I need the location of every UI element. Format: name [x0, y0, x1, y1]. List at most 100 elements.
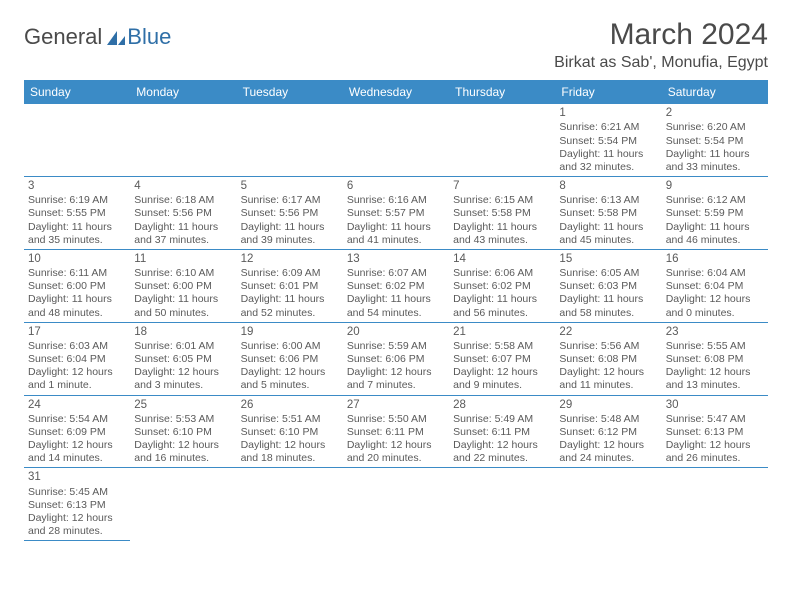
page: General Blue March 2024 Birkat as Sab', … — [0, 0, 792, 541]
logo-text-2: Blue — [127, 24, 171, 50]
day-number: 7 — [453, 179, 551, 193]
day-number: 14 — [453, 252, 551, 266]
day-number: 6 — [347, 179, 445, 193]
page-title: March 2024 — [554, 18, 768, 52]
day-number: 4 — [134, 179, 232, 193]
day-number: 12 — [241, 252, 339, 266]
sunrise-line: Sunrise: 6:18 AM — [134, 194, 232, 207]
sunrise-line: Sunrise: 6:11 AM — [28, 267, 126, 280]
day-number: 5 — [241, 179, 339, 193]
calendar-day: 2Sunrise: 6:20 AMSunset: 5:54 PMDaylight… — [662, 104, 768, 177]
calendar-empty — [237, 104, 343, 177]
sunset-line: Sunset: 6:12 PM — [559, 426, 657, 439]
calendar-day: 20Sunrise: 5:59 AMSunset: 6:06 PMDayligh… — [343, 323, 449, 396]
daylight-line: Daylight: 11 hours and 41 minutes. — [347, 221, 445, 247]
sunrise-line: Sunrise: 6:19 AM — [28, 194, 126, 207]
calendar-day: 19Sunrise: 6:00 AMSunset: 6:06 PMDayligh… — [237, 323, 343, 396]
sunset-line: Sunset: 5:56 PM — [134, 207, 232, 220]
sunset-line: Sunset: 6:11 PM — [453, 426, 551, 439]
logo-text-1: General — [24, 24, 102, 50]
sunrise-line: Sunrise: 5:45 AM — [28, 486, 126, 499]
sunrise-line: Sunrise: 6:17 AM — [241, 194, 339, 207]
daylight-line: Daylight: 11 hours and 39 minutes. — [241, 221, 339, 247]
sunrise-line: Sunrise: 5:47 AM — [666, 413, 764, 426]
daylight-line: Daylight: 11 hours and 56 minutes. — [453, 293, 551, 319]
sunset-line: Sunset: 5:54 PM — [559, 135, 657, 148]
day-number: 11 — [134, 252, 232, 266]
day-number: 28 — [453, 398, 551, 412]
weekday-header: Sunday — [24, 80, 130, 104]
sunrise-line: Sunrise: 6:13 AM — [559, 194, 657, 207]
calendar-empty — [555, 468, 661, 541]
calendar-day: 24Sunrise: 5:54 AMSunset: 6:09 PMDayligh… — [24, 396, 130, 469]
sunset-line: Sunset: 6:00 PM — [28, 280, 126, 293]
calendar-day: 15Sunrise: 6:05 AMSunset: 6:03 PMDayligh… — [555, 250, 661, 323]
sunset-line: Sunset: 6:03 PM — [559, 280, 657, 293]
location-text: Birkat as Sab', Monufia, Egypt — [554, 54, 768, 72]
sunrise-line: Sunrise: 5:55 AM — [666, 340, 764, 353]
daylight-line: Daylight: 12 hours and 20 minutes. — [347, 439, 445, 465]
sunrise-line: Sunrise: 5:51 AM — [241, 413, 339, 426]
sunrise-line: Sunrise: 6:15 AM — [453, 194, 551, 207]
daylight-line: Daylight: 11 hours and 45 minutes. — [559, 221, 657, 247]
calendar-empty — [130, 104, 236, 177]
weekday-header: Friday — [555, 80, 661, 104]
sunrise-line: Sunrise: 6:09 AM — [241, 267, 339, 280]
sunset-line: Sunset: 6:13 PM — [28, 499, 126, 512]
calendar-day: 23Sunrise: 5:55 AMSunset: 6:08 PMDayligh… — [662, 323, 768, 396]
calendar-empty — [662, 468, 768, 541]
calendar-day: 9Sunrise: 6:12 AMSunset: 5:59 PMDaylight… — [662, 177, 768, 250]
sunset-line: Sunset: 6:02 PM — [453, 280, 551, 293]
calendar-day: 7Sunrise: 6:15 AMSunset: 5:58 PMDaylight… — [449, 177, 555, 250]
weekday-header: Tuesday — [237, 80, 343, 104]
sunset-line: Sunset: 6:08 PM — [559, 353, 657, 366]
sunrise-line: Sunrise: 6:05 AM — [559, 267, 657, 280]
weekday-header: Saturday — [662, 80, 768, 104]
sunset-line: Sunset: 5:56 PM — [241, 207, 339, 220]
day-number: 22 — [559, 325, 657, 339]
day-number: 8 — [559, 179, 657, 193]
day-number: 19 — [241, 325, 339, 339]
weekday-header: Monday — [130, 80, 236, 104]
sunset-line: Sunset: 6:10 PM — [241, 426, 339, 439]
sunrise-line: Sunrise: 6:10 AM — [134, 267, 232, 280]
day-number: 24 — [28, 398, 126, 412]
sunrise-line: Sunrise: 5:49 AM — [453, 413, 551, 426]
calendar-empty — [449, 468, 555, 541]
sail-icon — [105, 27, 127, 45]
daylight-line: Daylight: 11 hours and 35 minutes. — [28, 221, 126, 247]
daylight-line: Daylight: 12 hours and 26 minutes. — [666, 439, 764, 465]
sunrise-line: Sunrise: 6:20 AM — [666, 121, 764, 134]
day-number: 30 — [666, 398, 764, 412]
weekday-header: Wednesday — [343, 80, 449, 104]
day-number: 31 — [28, 470, 126, 484]
daylight-line: Daylight: 12 hours and 14 minutes. — [28, 439, 126, 465]
sunrise-line: Sunrise: 5:50 AM — [347, 413, 445, 426]
calendar-day: 30Sunrise: 5:47 AMSunset: 6:13 PMDayligh… — [662, 396, 768, 469]
day-number: 9 — [666, 179, 764, 193]
calendar-day: 29Sunrise: 5:48 AMSunset: 6:12 PMDayligh… — [555, 396, 661, 469]
sunrise-line: Sunrise: 6:06 AM — [453, 267, 551, 280]
day-number: 10 — [28, 252, 126, 266]
calendar-day: 22Sunrise: 5:56 AMSunset: 6:08 PMDayligh… — [555, 323, 661, 396]
sunrise-line: Sunrise: 6:07 AM — [347, 267, 445, 280]
daylight-line: Daylight: 11 hours and 48 minutes. — [28, 293, 126, 319]
daylight-line: Daylight: 12 hours and 18 minutes. — [241, 439, 339, 465]
sunrise-line: Sunrise: 5:58 AM — [453, 340, 551, 353]
day-number: 3 — [28, 179, 126, 193]
day-number: 23 — [666, 325, 764, 339]
daylight-line: Daylight: 11 hours and 46 minutes. — [666, 221, 764, 247]
weekday-header: Thursday — [449, 80, 555, 104]
day-number: 18 — [134, 325, 232, 339]
calendar-day: 6Sunrise: 6:16 AMSunset: 5:57 PMDaylight… — [343, 177, 449, 250]
sunrise-line: Sunrise: 6:16 AM — [347, 194, 445, 207]
header-row: General Blue March 2024 Birkat as Sab', … — [24, 18, 768, 78]
sunrise-line: Sunrise: 5:53 AM — [134, 413, 232, 426]
sunset-line: Sunset: 6:08 PM — [666, 353, 764, 366]
calendar-empty — [343, 468, 449, 541]
day-number: 27 — [347, 398, 445, 412]
sunset-line: Sunset: 6:05 PM — [134, 353, 232, 366]
sunset-line: Sunset: 6:10 PM — [134, 426, 232, 439]
calendar-day: 25Sunrise: 5:53 AMSunset: 6:10 PMDayligh… — [130, 396, 236, 469]
day-number: 2 — [666, 106, 764, 120]
